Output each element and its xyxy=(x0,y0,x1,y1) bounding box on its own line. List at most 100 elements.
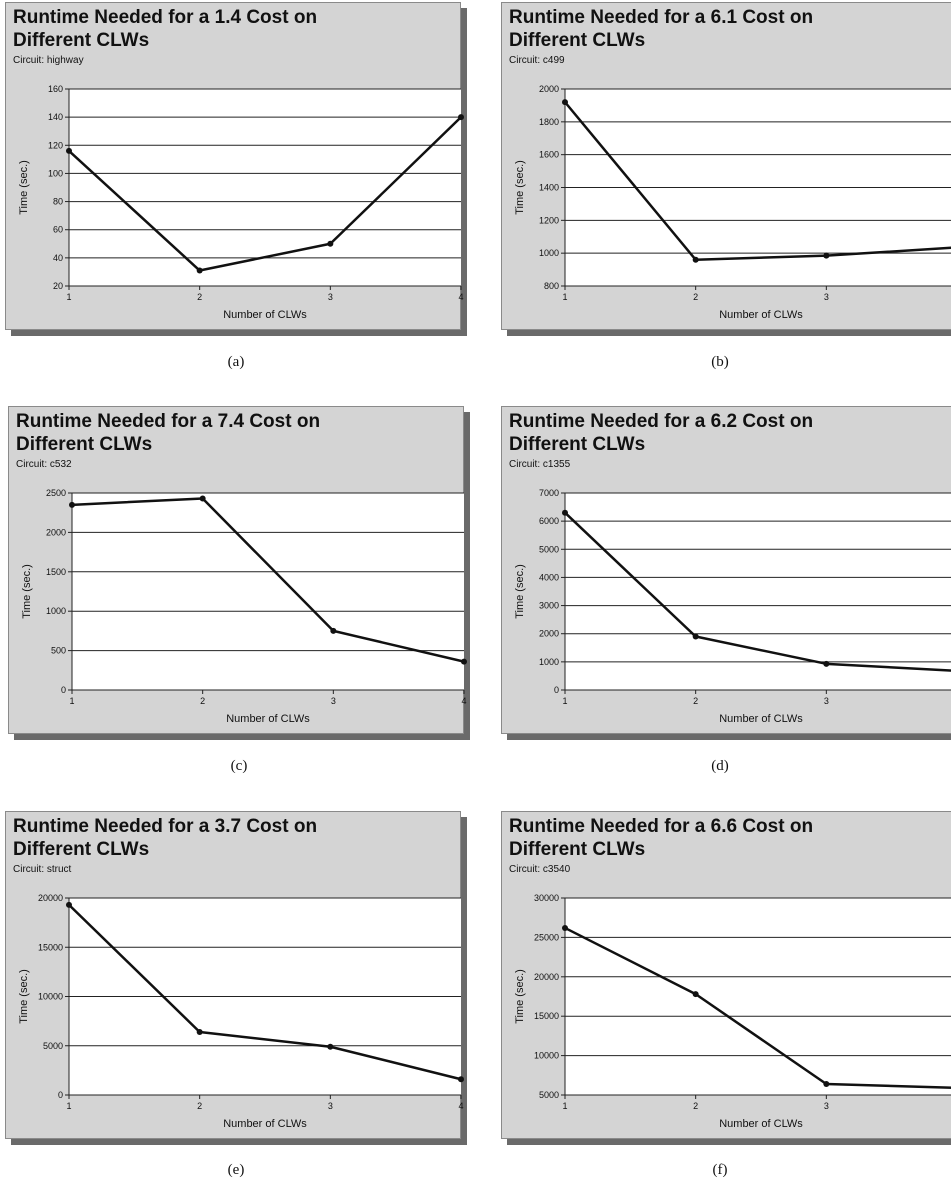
y-tick-label: 2000 xyxy=(539,84,559,94)
series-line xyxy=(564,511,951,672)
chart-panel-a: Runtime Needed for a 1.4 Cost on Differe… xyxy=(5,2,467,352)
y-tick-label: 1400 xyxy=(539,183,559,193)
y-tick-label: 20 xyxy=(53,281,63,291)
y-tick-label: 1000 xyxy=(539,248,559,258)
chart-subtitle: Circuit: c499 xyxy=(509,55,565,66)
x-tick-label: 2 xyxy=(197,1101,202,1111)
x-tick-label: 1 xyxy=(66,1101,71,1111)
x-tick-label: 1 xyxy=(69,696,74,706)
panel-caption: (f) xyxy=(712,1162,728,1178)
data-point xyxy=(692,256,699,263)
x-axis-label: Number of CLWs xyxy=(719,309,803,321)
series-line xyxy=(564,101,951,261)
panel-caption: (c) xyxy=(230,758,248,774)
y-tick-label: 100 xyxy=(48,168,63,178)
y-tick-label: 4000 xyxy=(539,572,559,582)
data-point xyxy=(823,660,830,667)
chart-title: Runtime Needed for a 6.1 Cost on Differe… xyxy=(509,7,814,51)
data-point xyxy=(461,658,467,665)
y-tick-label: 5000 xyxy=(43,1041,63,1051)
chart-title: Runtime Needed for a 6.2 Cost on Differe… xyxy=(509,411,814,455)
x-tick-label: 4 xyxy=(458,292,463,302)
chart-subtitle: Circuit: c1355 xyxy=(509,459,571,470)
y-tick-label: 500 xyxy=(51,646,66,656)
x-tick-label: 1 xyxy=(562,1101,567,1111)
x-tick-label: 2 xyxy=(693,696,698,706)
y-tick-label: 15000 xyxy=(38,942,63,952)
y-tick-label: 40 xyxy=(53,253,63,263)
y-tick-label: 1800 xyxy=(539,117,559,127)
plot-area: 0 5000 10000 15000 20000 1 2 3 4 Number of CLWs Ti… xyxy=(18,893,464,1130)
x-tick-label: 3 xyxy=(328,292,333,302)
y-tick-label: 1500 xyxy=(46,567,66,577)
x-axis-label: Number of CLWs xyxy=(719,713,803,725)
y-tick-label: 80 xyxy=(53,197,63,207)
series-line xyxy=(68,903,462,1081)
chart-title: Runtime Needed for a 7.4 Cost on Differe… xyxy=(16,411,321,455)
data-point xyxy=(458,1076,464,1083)
plot-background xyxy=(565,898,951,1095)
y-tick-label: 10000 xyxy=(38,992,63,1002)
plot-background xyxy=(69,89,461,286)
y-axis-label: Time (sec.) xyxy=(18,160,30,215)
panel-caption: (e) xyxy=(227,1162,245,1178)
y-tick-label: 0 xyxy=(61,685,66,695)
chart-title: Runtime Needed for a 6.6 Cost on Differe… xyxy=(509,816,814,860)
y-tick-label: 25000 xyxy=(534,932,559,942)
chart-subtitle: Circuit: highway xyxy=(13,55,84,66)
chart-title: Runtime Needed for a 1.4 Cost on Differe… xyxy=(13,7,318,51)
chart-panel-d: Runtime Needed for a 6.2 Cost on Differe… xyxy=(501,406,951,756)
data-point xyxy=(562,924,568,931)
y-tick-label: 6000 xyxy=(539,516,559,526)
y-axis-label: Time (sec.) xyxy=(514,564,526,619)
chart-panel-b: Runtime Needed for a 6.1 Cost on Differe… xyxy=(501,2,951,352)
x-tick-label: 2 xyxy=(693,292,698,302)
y-axis-label: Time (sec.) xyxy=(18,969,30,1024)
y-tick-label: 60 xyxy=(53,225,63,235)
chart-subtitle: Circuit: struct xyxy=(13,864,72,875)
series-line xyxy=(564,926,951,1089)
y-tick-label: 5000 xyxy=(539,1090,559,1100)
data-point xyxy=(196,1028,203,1035)
panel-caption: (b) xyxy=(711,354,729,370)
y-tick-label: 2000 xyxy=(539,629,559,639)
plot-background xyxy=(565,493,951,690)
y-tick-label: 1000 xyxy=(46,606,66,616)
chart-panel-e: Runtime Needed for a 3.7 Cost on Differe… xyxy=(5,811,467,1161)
y-tick-label: 5000 xyxy=(539,544,559,554)
chart-panel-c: Runtime Needed for a 7.4 Cost on Differe… xyxy=(8,406,470,756)
y-tick-label: 0 xyxy=(58,1090,63,1100)
panel-caption: (d) xyxy=(711,758,729,774)
plot-area: 20 40 60 80 100 120 140 160 1 2 3 4 Number of CLWs Ti… xyxy=(18,84,464,321)
y-tick-label: 120 xyxy=(48,140,63,150)
y-tick-label: 160 xyxy=(48,84,63,94)
x-tick-label: 1 xyxy=(66,292,71,302)
x-axis-label: Number of CLWs xyxy=(223,1118,307,1130)
y-tick-label: 2500 xyxy=(46,488,66,498)
data-point xyxy=(562,509,568,516)
plot-area: 500010000150002000025000300001234Number … xyxy=(514,893,951,1130)
y-tick-label: 2000 xyxy=(46,527,66,537)
chart-panel-f: Runtime Needed for a 6.6 Cost on Differe… xyxy=(501,811,951,1161)
x-tick-label: 3 xyxy=(331,696,336,706)
x-tick-label: 4 xyxy=(461,696,466,706)
series-line xyxy=(68,116,462,272)
y-tick-label: 1200 xyxy=(539,215,559,225)
y-axis-label: Time (sec.) xyxy=(21,564,33,619)
plot-background xyxy=(72,493,464,690)
y-tick-label: 20000 xyxy=(38,893,63,903)
x-axis-label: Number of CLWs xyxy=(223,309,307,321)
x-tick-label: 2 xyxy=(200,696,205,706)
y-tick-label: 10000 xyxy=(534,1051,559,1061)
x-tick-label: 3 xyxy=(824,292,829,302)
data-point xyxy=(562,99,568,106)
data-point xyxy=(692,633,699,640)
series-line xyxy=(71,497,465,663)
x-tick-label: 2 xyxy=(197,292,202,302)
chart-subtitle: Circuit: c532 xyxy=(16,459,72,470)
plot-area: 8001000120014001600180020001234Number of… xyxy=(514,84,951,321)
plot-area: 010002000300040005000600070001234Number … xyxy=(514,488,951,725)
data-point xyxy=(327,240,334,247)
y-tick-label: 1600 xyxy=(539,150,559,160)
chart-subtitle: Circuit: c3540 xyxy=(509,864,571,875)
